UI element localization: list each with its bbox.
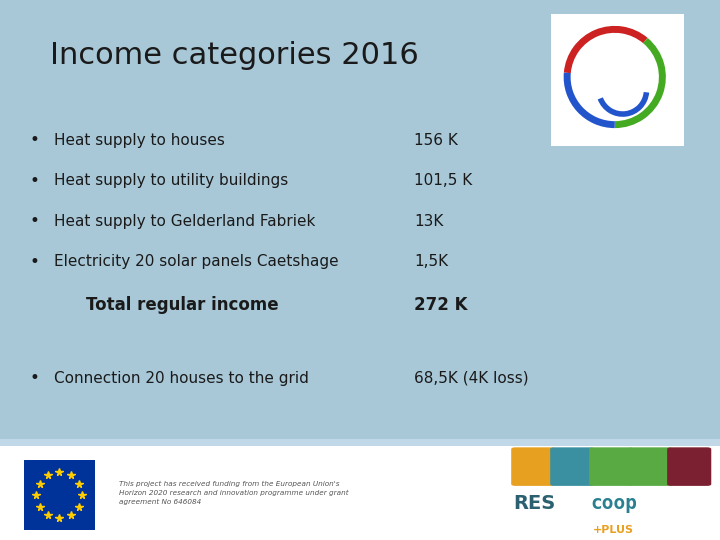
FancyBboxPatch shape [667,447,711,486]
Text: 101,5 K: 101,5 K [414,173,472,188]
Text: •: • [30,172,40,190]
FancyBboxPatch shape [589,447,634,486]
FancyBboxPatch shape [550,447,594,486]
Text: •: • [30,253,40,271]
Text: RES: RES [513,494,556,513]
Text: Income categories 2016: Income categories 2016 [50,40,419,70]
Text: Heat supply to houses: Heat supply to houses [54,133,225,148]
Text: Heat supply to utility buildings: Heat supply to utility buildings [54,173,288,188]
Text: Heat supply to Gelderland Fabriek: Heat supply to Gelderland Fabriek [54,214,315,229]
Text: 272 K: 272 K [414,296,467,314]
FancyBboxPatch shape [552,14,683,146]
Text: •: • [30,131,40,150]
FancyBboxPatch shape [511,447,555,486]
Text: Electricity 20 solar panels Caetshage: Electricity 20 solar panels Caetshage [54,254,338,269]
Text: Connection 20 houses to the grid: Connection 20 houses to the grid [54,370,309,386]
Text: 156 K: 156 K [414,133,458,148]
Text: •: • [30,212,40,231]
Text: This project has received funding from the European Union's
Horizon 2020 researc: This project has received funding from t… [119,481,348,505]
Text: +PLUS: +PLUS [593,525,634,535]
Text: •: • [30,369,40,387]
Text: Total regular income: Total regular income [86,296,279,314]
FancyBboxPatch shape [0,439,720,446]
FancyBboxPatch shape [0,446,720,540]
Text: 1,5K: 1,5K [414,254,448,269]
Text: 13K: 13K [414,214,444,229]
Text: 68,5K (4K loss): 68,5K (4K loss) [414,370,528,386]
Text: coop: coop [590,494,637,513]
FancyBboxPatch shape [628,447,672,486]
